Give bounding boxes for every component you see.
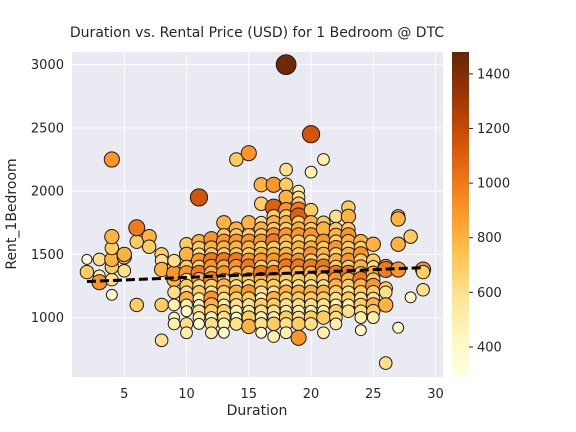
data-point: [403, 229, 418, 244]
data-point: [278, 177, 294, 193]
data-point: [365, 236, 381, 252]
data-point: [390, 211, 406, 227]
x-tick-label: 25: [365, 387, 382, 402]
data-point: [167, 285, 181, 300]
data-point: [354, 324, 367, 337]
data-point: [304, 317, 318, 331]
colorbar-tick-label: 1000: [477, 177, 510, 192]
colorbar-tick-label: 600: [477, 286, 502, 301]
data-point: [104, 228, 120, 245]
data-point: [301, 125, 321, 144]
data-point: [291, 316, 306, 332]
data-point: [129, 297, 144, 313]
data-point: [154, 333, 169, 348]
data-point: [404, 291, 417, 304]
colorbar-tick-label: 800: [477, 231, 502, 246]
data-point: [180, 326, 193, 340]
data-point: [275, 54, 297, 76]
data-point: [366, 311, 380, 324]
data-point: [229, 317, 244, 331]
y-tick-label: 2000: [31, 185, 64, 200]
data-point: [229, 152, 244, 167]
data-point: [116, 246, 132, 262]
data-point: [141, 239, 157, 254]
data-point: [267, 330, 281, 343]
data-point: [378, 297, 394, 313]
data-point: [317, 326, 330, 340]
data-point: [167, 317, 181, 331]
chart-title: Duration vs. Rental Price (USD) for 1 Be…: [70, 25, 444, 41]
data-point: [217, 326, 230, 339]
data-point: [167, 253, 181, 268]
data-point: [205, 326, 218, 340]
data-point: [378, 356, 393, 370]
data-point: [341, 304, 356, 319]
colorbar-tick-label: 400: [477, 340, 502, 355]
data-point: [303, 202, 319, 218]
y-tick-label: 1000: [31, 311, 64, 326]
data-point: [129, 234, 144, 249]
x-tick-label: 20: [303, 387, 320, 402]
y-axis-label: Rent_1Bedroom: [4, 158, 20, 269]
data-point: [340, 208, 357, 225]
colorbar-tick-label: 1200: [477, 122, 510, 137]
data-point: [279, 162, 293, 177]
data-point: [416, 282, 430, 297]
x-tick-labels: 5 10 15 20 25 30: [120, 387, 444, 402]
data-point: [290, 329, 307, 346]
y-tick-label: 2500: [31, 121, 64, 136]
data-point: [189, 188, 209, 207]
data-point: [193, 317, 205, 330]
data-point: [154, 297, 169, 313]
data-point: [117, 263, 132, 278]
data-point: [329, 317, 343, 331]
y-tick-label: 1500: [31, 248, 64, 263]
data-point: [279, 326, 293, 340]
data-point: [255, 326, 268, 339]
colorbar-tick-labels: 400 600 800 1000 1200 1400: [469, 67, 510, 355]
x-tick-label: 30: [427, 387, 444, 402]
data-point: [81, 253, 93, 265]
x-tick-label: 5: [120, 387, 128, 402]
colorbar-tick-label: 1400: [477, 67, 510, 82]
x-axis-label: Duration: [227, 403, 288, 419]
data-point: [378, 285, 393, 300]
x-tick-label: 10: [178, 387, 195, 402]
data-point: [354, 311, 368, 324]
data-point: [390, 236, 406, 252]
trend-line: [86, 266, 424, 284]
data-point: [304, 165, 318, 179]
data-point: [241, 318, 257, 335]
data-point: [316, 310, 331, 325]
data-point: [103, 151, 120, 168]
data-point: [392, 321, 405, 334]
data-point: [180, 305, 193, 318]
data-point: [167, 298, 181, 312]
data-point: [266, 316, 281, 332]
data-point: [92, 252, 107, 267]
x-tick-label: 15: [241, 387, 258, 402]
y-gridlines: [72, 64, 443, 319]
colorbar: [452, 52, 469, 377]
data-point: [105, 288, 118, 301]
data-point: [240, 145, 257, 162]
y-tick-label: 3000: [31, 58, 64, 73]
data-point: [329, 209, 343, 224]
data-point: [128, 219, 146, 237]
y-tick-labels: 1000 1500 2000 2500 3000: [31, 58, 64, 326]
data-point: [317, 153, 330, 166]
data-point: [79, 264, 95, 280]
